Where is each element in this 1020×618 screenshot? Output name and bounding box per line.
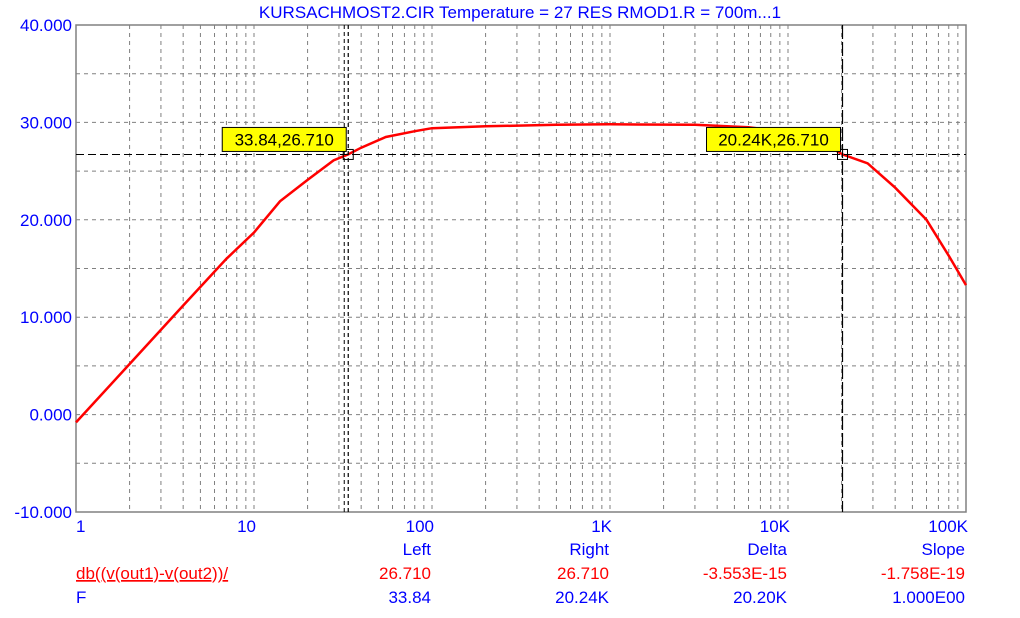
trace-right-value: 26.710 [557, 564, 609, 583]
y-tick-label: 0.000 [29, 406, 72, 425]
cursor-label-box [221, 126, 347, 152]
cursor-label: 33.84,26.710 [235, 130, 334, 149]
freq-name: F [76, 588, 86, 607]
header-right: Right [569, 540, 609, 559]
freq-delta-value: 20.20K [733, 588, 788, 607]
cursor-label: 20.24K,26.710 [718, 130, 829, 149]
y-tick-label: 30.000 [20, 113, 72, 132]
header-delta: Delta [747, 540, 787, 559]
x-tick-label: 100 [406, 517, 434, 536]
y-tick-label: 20.000 [20, 211, 72, 230]
trace-left-value: 26.710 [379, 564, 431, 583]
trace-name-link[interactable]: db((v(out1)-v(out2))/ [76, 564, 228, 583]
header-left: Left [403, 540, 432, 559]
plot-frame [75, 24, 967, 513]
freq-left-value: 33.84 [388, 588, 431, 607]
x-tick-label: 10 [237, 517, 256, 536]
trace-delta-value: -3.553E-15 [703, 564, 787, 583]
header-slope: Slope [922, 540, 965, 559]
y-tick-label: 10.000 [20, 308, 72, 327]
series-line [75, 123, 968, 424]
y-tick-label: -10.000 [14, 503, 72, 522]
freq-slope-value: 1.000E00 [892, 588, 965, 607]
x-tick-label: 1K [591, 517, 612, 536]
cursor-marker-icon [837, 148, 849, 160]
chart-title: KURSACHMOST2.CIR Temperature = 27 RES RM… [259, 3, 781, 22]
cursor-label-box [706, 126, 842, 152]
freq-right-value: 20.24K [555, 588, 610, 607]
trace-slope-value: -1.758E-19 [881, 564, 965, 583]
x-tick-label: 100K [928, 517, 968, 536]
x-tick-label: 1 [76, 517, 85, 536]
y-tick-label: 40.000 [20, 16, 72, 35]
x-tick-label: 10K [760, 517, 791, 536]
